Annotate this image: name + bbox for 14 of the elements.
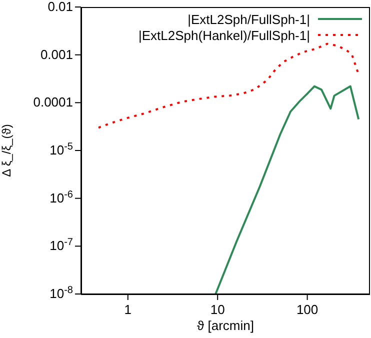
- y-tick-label: 10$^{-7}$: [50, 236, 74, 254]
- legend-label: |ExtL2Sph/FullSph-1|: [188, 12, 310, 26]
- y-tick-label: 0.001: [40, 46, 73, 62]
- y-tick-label: 0.01: [48, 0, 73, 14]
- y-tick-label: 10$^{-6}$: [50, 188, 74, 206]
- x-tick-label: 1: [124, 302, 132, 317]
- x-tick-label: 100: [296, 302, 318, 317]
- y-tick-label: 0.0001: [33, 94, 73, 110]
- y-tick-label: 10$^{-8}$: [50, 284, 74, 301]
- y-tick-label: 10$^{-5}$: [50, 141, 74, 158]
- x-axis-title: ϑ [arcmin]: [197, 318, 254, 333]
- y-axis-title: Δ ξ_/ξ_(ϑ): [0, 124, 14, 177]
- legend-label: |ExtL2Sph(Hankel)/FullSph-1|: [138, 28, 310, 42]
- x-tick-label: 10: [210, 302, 225, 317]
